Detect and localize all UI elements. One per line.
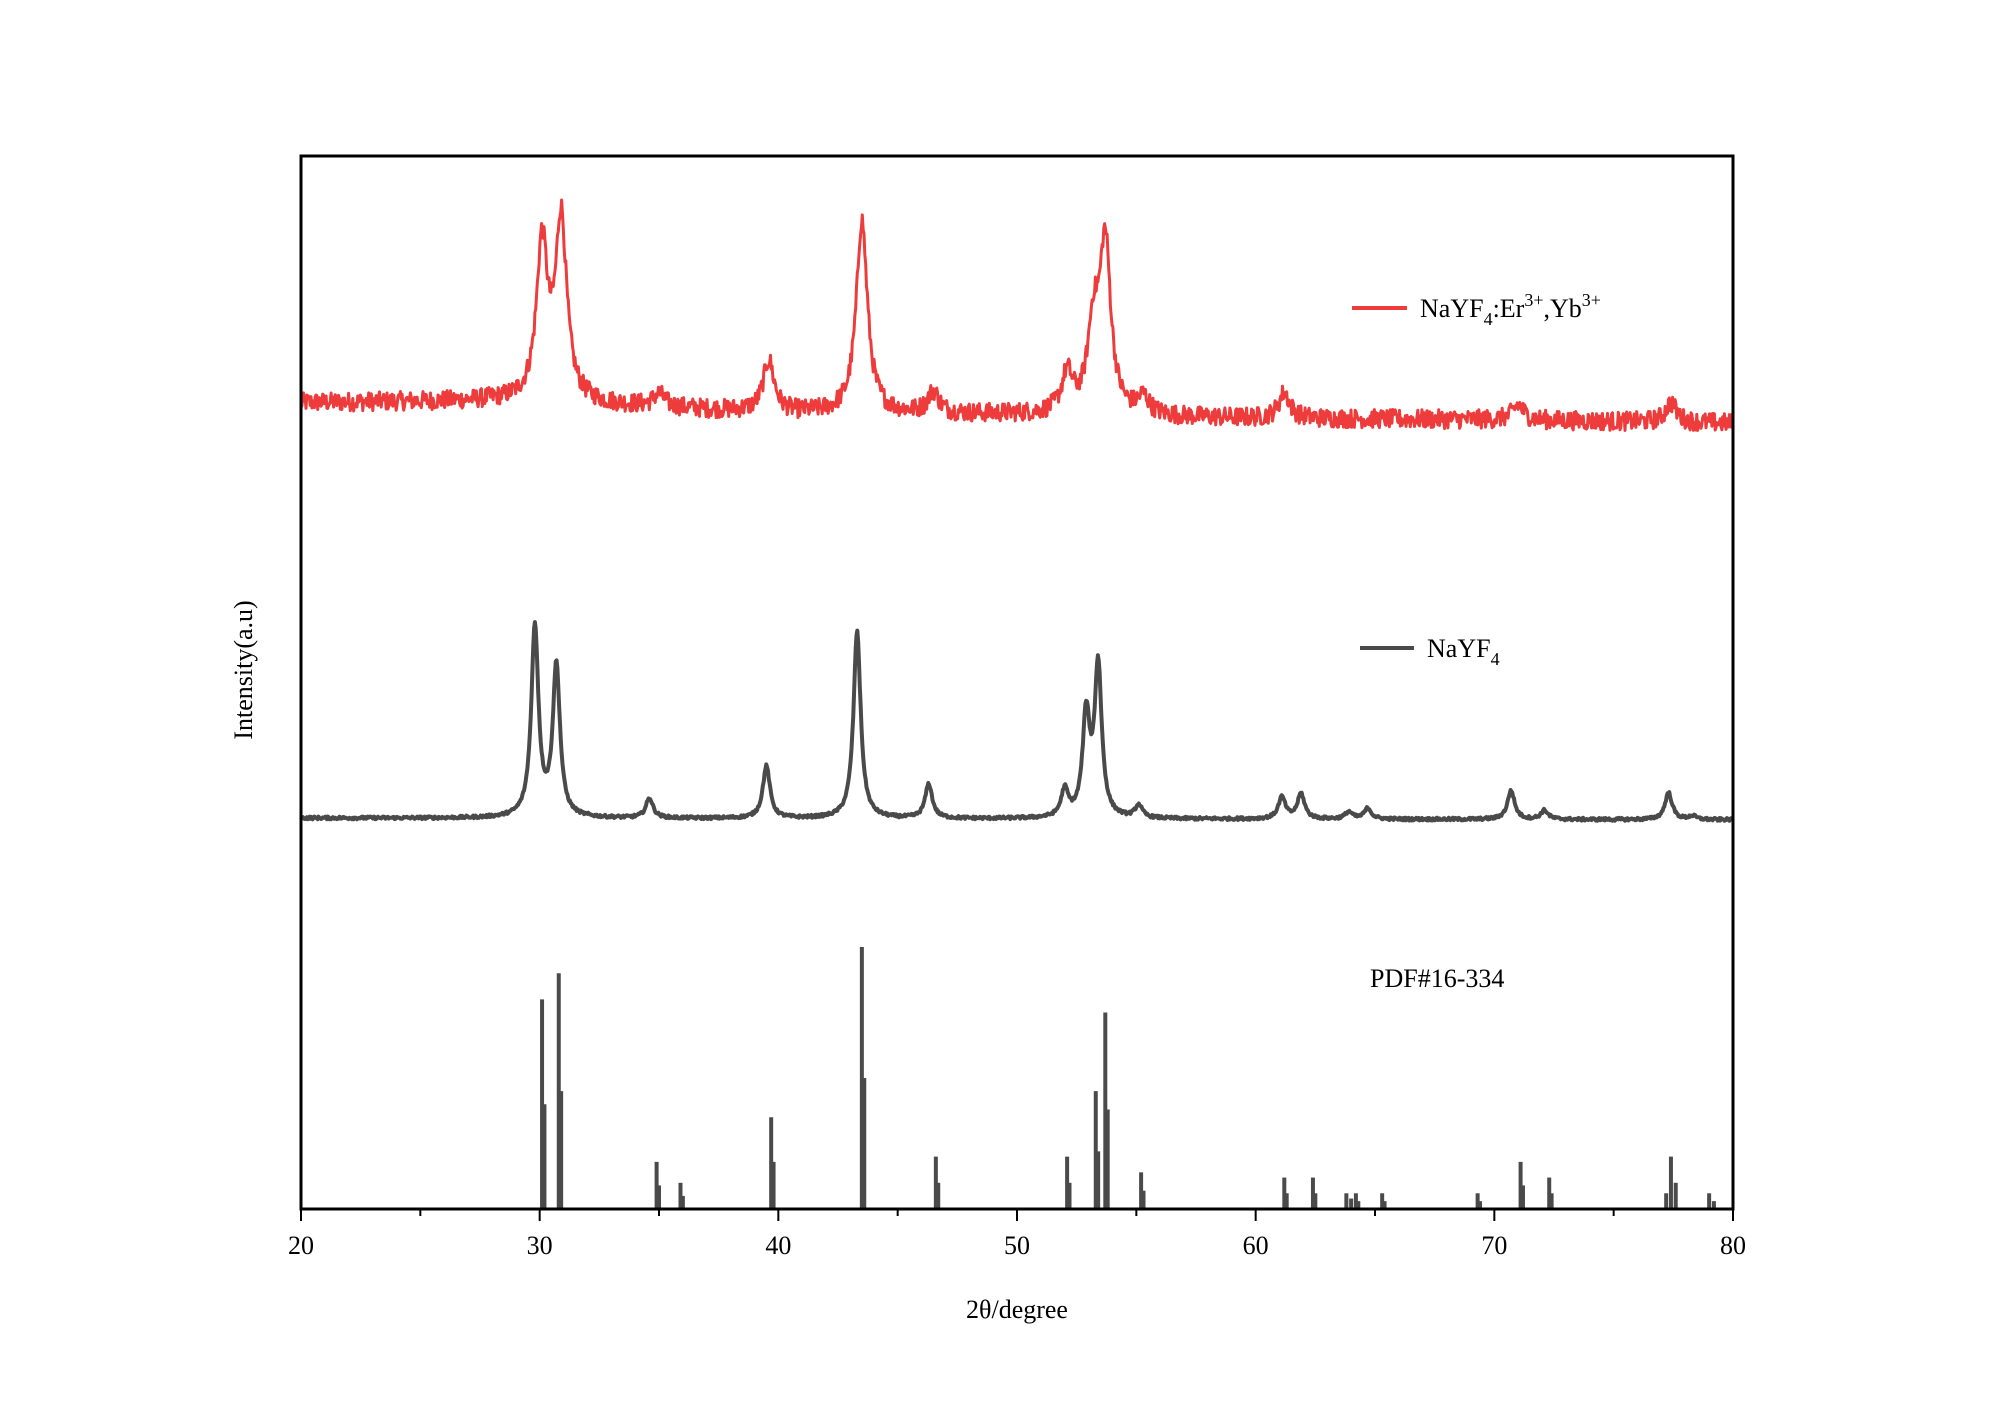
x-tick-label: 70 — [1481, 1231, 1507, 1260]
reference-label: PDF#16-334 — [1370, 964, 1504, 993]
x-tick-label: 30 — [527, 1231, 553, 1260]
legend-pure: NaYF4 — [1360, 634, 1500, 669]
x-tick-label: 60 — [1243, 1231, 1269, 1260]
x-tick-label: 40 — [765, 1231, 791, 1260]
trace-pure — [299, 620, 1734, 823]
x-tick-label: 50 — [1004, 1231, 1030, 1260]
x-tick-label: 80 — [1720, 1231, 1746, 1260]
x-tick-label: 20 — [288, 1231, 314, 1260]
legend-label-doped: NaYF4:Er3+,Yb3+ — [1420, 290, 1601, 329]
legend-label-pure: NaYF4 — [1427, 634, 1500, 669]
chart-traces — [299, 198, 1735, 1209]
x-axis-ticks: 20 30 40 50 60 70 80 — [288, 1209, 1746, 1260]
y-axis-title: Intensity(a.u) — [229, 600, 258, 739]
x-axis-title: 2θ/degree — [966, 1295, 1068, 1324]
trace-doped — [299, 198, 1735, 432]
legend-doped: NaYF4:Er3+,Yb3+ — [1352, 290, 1601, 329]
